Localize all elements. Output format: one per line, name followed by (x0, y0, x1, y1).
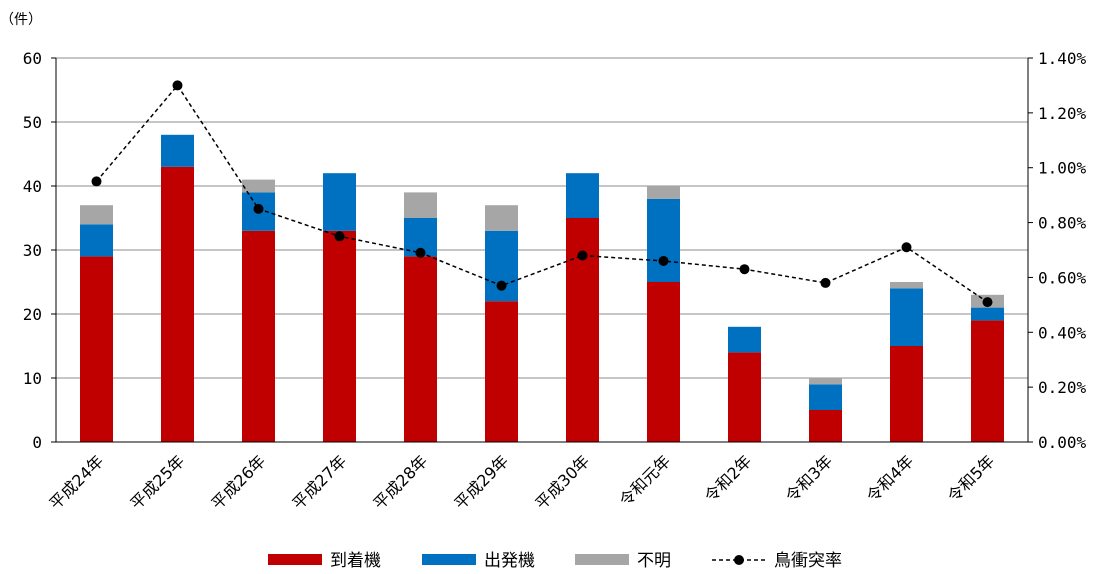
rate-point (496, 280, 507, 291)
y2-tick-label: 0.00% (1038, 433, 1087, 452)
bar-到着機 (728, 352, 761, 442)
bar-出発機 (647, 198, 680, 282)
bar-不明 (809, 378, 842, 385)
gridlines (56, 57, 1028, 379)
y-tick-label: 10 (23, 369, 42, 388)
bar-不明 (242, 179, 275, 193)
rate-point (820, 277, 831, 288)
y-axis-unit-label: （件） (0, 12, 42, 28)
rate-line-path (95, 84, 988, 303)
y-tick-label: 30 (23, 241, 42, 260)
x-tick-label: 令和元年 (616, 451, 675, 510)
bar-到着機 (242, 230, 275, 442)
y-tick-label: 40 (23, 177, 42, 196)
bar-出発機 (566, 173, 599, 218)
y2-tick-label: 1.40% (1038, 49, 1087, 68)
x-tick-label: 令和3年 (782, 451, 837, 506)
legend-label: 鳥衝突率 (774, 551, 842, 571)
rate-line (91, 80, 993, 308)
bar-不明 (80, 205, 113, 225)
x-tick-label: 平成28年 (370, 451, 432, 513)
rate-point (253, 203, 264, 214)
bar-到着機 (809, 410, 842, 442)
bar-出発機 (971, 307, 1004, 321)
y2-tick-label: 0.60% (1038, 268, 1087, 287)
bar-出発機 (323, 173, 356, 231)
x-tick-label: 平成25年 (127, 451, 189, 513)
bar-到着機 (323, 230, 356, 442)
bar-到着機 (647, 282, 680, 442)
legend-swatch-出発機 (422, 554, 476, 565)
y-tick-label: 0 (32, 433, 42, 452)
legend-label: 到着機 (330, 551, 381, 571)
rate-point (739, 264, 750, 275)
rate-point (577, 250, 588, 261)
bar-出発機 (890, 288, 923, 346)
x-tick-label: 令和4年 (863, 451, 918, 506)
legend-swatch-marker (734, 555, 744, 565)
y2-tick-label: 1.20% (1038, 104, 1087, 123)
y2-tick-label: 0.80% (1038, 214, 1087, 233)
x-tick-label: 令和5年 (944, 451, 999, 506)
bar-出発機 (728, 326, 761, 353)
legend-label: 出発機 (484, 551, 535, 571)
rate-point (658, 255, 669, 266)
bar-不明 (647, 186, 680, 199)
bar-不明 (890, 282, 923, 289)
bar-出発機 (80, 224, 113, 257)
x-tick-label: 平成26年 (208, 451, 270, 513)
axes (51, 57, 1033, 443)
legend: 到着機 出発機 不明 鳥衝突率 (268, 551, 842, 571)
bar-到着機 (485, 301, 518, 442)
y-tick-label: 50 (23, 113, 42, 132)
bar-不明 (404, 192, 437, 218)
x-tick-label: 平成27年 (289, 451, 351, 513)
x-tick-label: 平成24年 (46, 451, 108, 513)
x-tick-label: 平成29年 (451, 451, 513, 513)
bar-到着機 (890, 346, 923, 442)
rate-point (334, 231, 345, 242)
bar-出発機 (161, 134, 194, 167)
bar-不明 (485, 205, 518, 231)
y-tick-label: 60 (23, 49, 42, 68)
bar-到着機 (971, 320, 1004, 442)
y2-tick-label: 1.00% (1038, 159, 1087, 178)
legend-swatch-不明 (575, 554, 629, 565)
legend-swatch-到着機 (268, 554, 322, 565)
rate-point (901, 242, 912, 253)
x-tick-label: 令和2年 (701, 451, 756, 506)
bar-到着機 (404, 256, 437, 442)
rate-point (982, 297, 993, 308)
bar-series (80, 134, 1004, 443)
legend-label: 不明 (637, 551, 671, 571)
rate-point (172, 80, 183, 91)
rate-point (91, 176, 102, 187)
y2-tick-label: 0.40% (1038, 323, 1087, 342)
bar-到着機 (161, 166, 194, 443)
y-tick-label: 20 (23, 305, 42, 324)
rate-point (415, 247, 426, 258)
bar-出発機 (809, 384, 842, 410)
x-tick-label: 平成30年 (532, 451, 594, 513)
y2-tick-label: 0.20% (1038, 378, 1087, 397)
bar-到着機 (80, 256, 113, 442)
